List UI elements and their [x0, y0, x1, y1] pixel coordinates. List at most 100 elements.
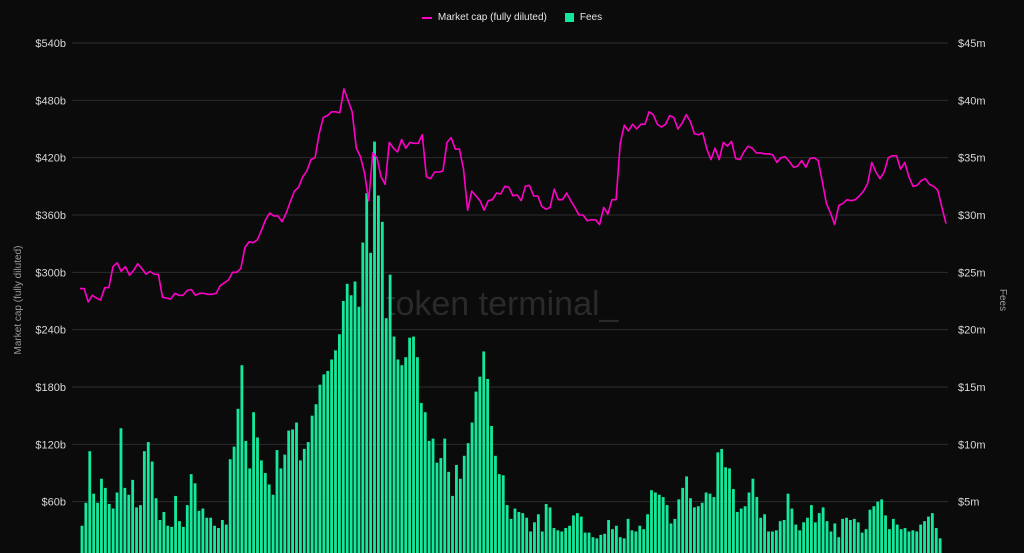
fees-bars: [80, 141, 942, 553]
fees-bar: [564, 528, 568, 553]
fees-bar: [458, 478, 462, 553]
fees-bar: [248, 468, 252, 553]
fees-bar: [205, 517, 209, 553]
legend-swatch-market-cap: [421, 16, 432, 19]
fees-bar: [349, 295, 353, 553]
fees-bar: [895, 524, 899, 553]
fees-bar: [821, 507, 825, 553]
fees-bar: [443, 438, 447, 553]
left-tick-label: $360b: [35, 210, 66, 222]
fees-bar: [837, 537, 841, 553]
fees-bar: [455, 464, 458, 553]
fees-bar: [193, 483, 197, 553]
fees-bar: [330, 359, 334, 553]
fees-bar: [560, 531, 564, 553]
fees-bar: [103, 487, 107, 553]
fees-bar: [84, 502, 88, 553]
fees-bar: [345, 283, 349, 553]
fees-bar: [166, 525, 170, 553]
fees-bar: [642, 529, 646, 553]
right-tick-label: $25m: [958, 267, 986, 279]
fees-bar: [638, 525, 642, 553]
fees-bar: [139, 505, 142, 553]
fees-bar: [677, 499, 681, 553]
fees-bar: [634, 531, 638, 553]
fees-bar: [259, 460, 263, 553]
fees-bar: [673, 518, 677, 553]
fees-bar: [154, 498, 158, 553]
fees-bar: [618, 537, 622, 553]
chart-legend: Market cap (fully diluted) Fees: [0, 12, 1024, 23]
market-cap-line: [80, 88, 947, 303]
fees-bar: [431, 438, 435, 553]
fees-bar: [938, 538, 942, 553]
fees-bar: [380, 221, 384, 553]
fees-bar: [529, 531, 532, 553]
legend-item-market-cap[interactable]: Market cap (fully diluted): [421, 12, 547, 23]
fees-bar: [209, 517, 213, 553]
fees-bar: [876, 501, 880, 553]
fees-bar: [521, 513, 525, 553]
fees-bar: [220, 520, 224, 553]
fees-bar: [611, 529, 614, 553]
fees-bar: [88, 451, 92, 553]
fees-bar: [181, 526, 185, 553]
fees-bar: [782, 520, 786, 553]
fees-bar: [884, 515, 887, 553]
left-tick-label: $120b: [35, 439, 66, 451]
fees-bar: [474, 391, 478, 553]
fees-bar: [626, 518, 630, 553]
fees-bar: [712, 497, 716, 553]
fees-bar: [142, 451, 146, 553]
fees-bar: [798, 530, 802, 553]
fees-bar: [841, 518, 845, 553]
fees-bar: [131, 479, 135, 553]
fees-bar: [872, 506, 876, 553]
fees-bar: [583, 532, 587, 553]
legend-label-fees: Fees: [579, 12, 603, 23]
fees-bar: [907, 531, 911, 553]
fees-bar: [326, 370, 330, 553]
fees-bar: [123, 487, 127, 553]
fees-bar: [751, 478, 755, 553]
fees-bar: [888, 529, 891, 553]
fees-bar: [267, 484, 271, 553]
legend-item-fees[interactable]: Fees: [564, 12, 603, 23]
left-tick-label: $300b: [35, 267, 66, 279]
fees-bar: [716, 452, 720, 553]
fees-bar: [314, 404, 318, 553]
fees-bar: [653, 492, 657, 553]
legend-swatch-fees: [564, 13, 574, 22]
fees-bar: [416, 357, 419, 553]
fees-bar: [813, 522, 817, 553]
fees-bar: [240, 365, 244, 553]
fees-bar: [923, 521, 926, 553]
fees-bar: [790, 508, 794, 553]
fees-bar: [509, 518, 513, 553]
fees-bar: [213, 525, 216, 553]
fees-bar: [833, 523, 837, 553]
fees-bar: [377, 195, 380, 553]
right-tick-label: $15m: [958, 382, 986, 394]
fees-bar: [252, 412, 255, 553]
fees-bar: [107, 503, 111, 553]
right-tick-label: $10m: [958, 439, 986, 451]
fees-bar: [934, 528, 938, 553]
fees-bar: [501, 475, 505, 553]
fees-bar: [685, 476, 688, 553]
fees-bar: [868, 509, 872, 553]
fees-bar: [256, 437, 259, 553]
fees-bar: [536, 514, 540, 553]
left-tick-label: $420b: [35, 153, 66, 165]
fees-bar: [178, 521, 181, 553]
fees-bar: [587, 532, 591, 553]
fees-bar: [794, 524, 798, 553]
fees-bar: [899, 529, 903, 553]
fees-bar: [525, 517, 529, 553]
fees-bar: [704, 492, 708, 553]
fees-bar: [669, 523, 673, 553]
fees-bar: [232, 446, 236, 553]
fees-bar: [743, 506, 747, 553]
